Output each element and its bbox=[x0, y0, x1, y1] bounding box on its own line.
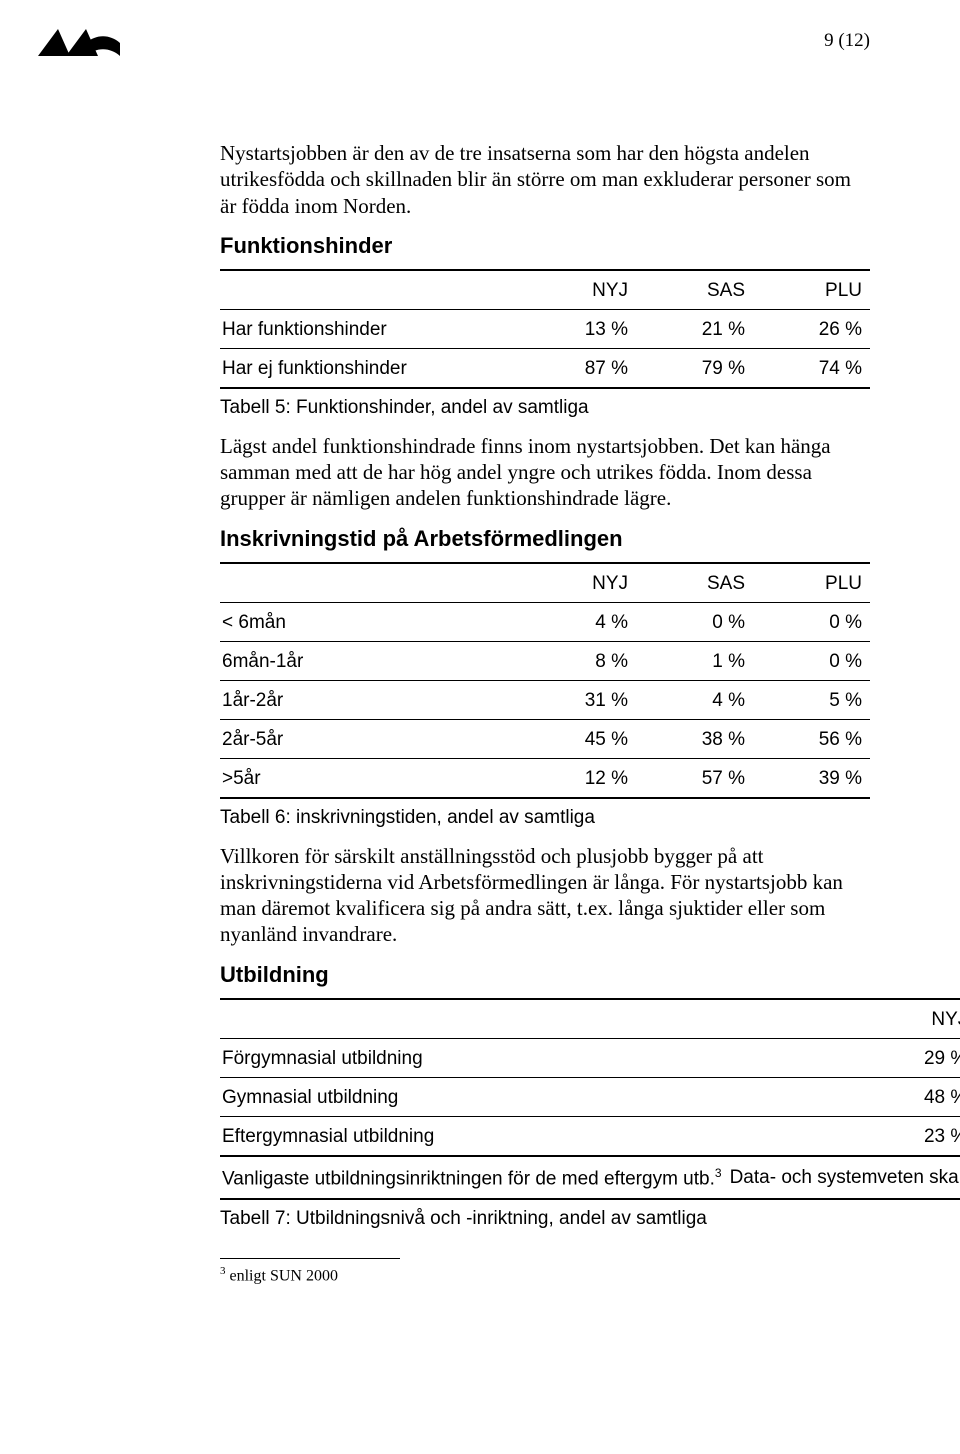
table-row: Eftergymnasial utbildning 23 % 19 % 21 % bbox=[220, 1116, 960, 1156]
footnote: 3 enligt SUN 2000 bbox=[220, 1265, 870, 1285]
cell: 8 % bbox=[519, 641, 636, 680]
table-row: < 6mån 4 % 0 % 0 % bbox=[220, 602, 870, 641]
cell: 74 % bbox=[753, 348, 870, 388]
cell: 45 % bbox=[519, 719, 636, 758]
cell: 23 % bbox=[728, 1116, 960, 1156]
table-row: Vanligaste utbildningsinriktningen för d… bbox=[220, 1156, 960, 1199]
table-row: 1år-2år 31 % 4 % 5 % bbox=[220, 680, 870, 719]
col-header: PLU bbox=[753, 563, 870, 603]
cell: 4 % bbox=[636, 680, 753, 719]
row-label: 2år-5år bbox=[220, 719, 519, 758]
table-header-row: NYJ SAS PLU bbox=[220, 563, 870, 603]
footnote-rule bbox=[220, 1258, 400, 1259]
cell: 48 % bbox=[728, 1077, 960, 1116]
section-title-utbildning: Utbildning bbox=[220, 962, 870, 988]
cell: 21 % bbox=[636, 309, 753, 348]
cell: 1 % bbox=[636, 641, 753, 680]
row-label: 1år-2år bbox=[220, 680, 519, 719]
table-row: 2år-5år 45 % 38 % 56 % bbox=[220, 719, 870, 758]
row-label: Gymnasial utbildning bbox=[220, 1077, 728, 1116]
table-caption: Tabell 5: Funktionshinder, andel av samt… bbox=[220, 397, 870, 419]
section-title-inskrivning: Inskrivningstid på Arbetsförmedlingen bbox=[220, 526, 870, 552]
inskrivning-paragraph: Villkoren för särskilt anställningsstöd … bbox=[220, 843, 870, 948]
row-label: Har funktionshinder bbox=[220, 309, 519, 348]
table-inskrivning: NYJ SAS PLU < 6mån 4 % 0 % 0 % 6mån-1år … bbox=[220, 562, 870, 799]
table-row: Har funktionshinder 13 % 21 % 26 % bbox=[220, 309, 870, 348]
table-header-row: NYJ SAS PLU bbox=[220, 270, 870, 310]
row-label: Vanligaste utbildningsinriktningen för d… bbox=[220, 1156, 728, 1199]
footnote-mark: 3 bbox=[715, 1166, 722, 1180]
col-header: SAS bbox=[636, 270, 753, 310]
cell: 26 % bbox=[753, 309, 870, 348]
cell: 31 % bbox=[519, 680, 636, 719]
col-header: SAS bbox=[636, 563, 753, 603]
cell: 57 % bbox=[636, 758, 753, 798]
row-label: Eftergymnasial utbildning bbox=[220, 1116, 728, 1156]
page: 9 (12) Nystartsjobben är den av de tre i… bbox=[0, 0, 960, 1454]
table-row: >5år 12 % 57 % 39 % bbox=[220, 758, 870, 798]
cell: 0 % bbox=[636, 602, 753, 641]
col-header: NYJ bbox=[728, 999, 960, 1039]
row-label: 6mån-1år bbox=[220, 641, 519, 680]
cell: 79 % bbox=[636, 348, 753, 388]
table-row: Har ej funktionshinder 87 % 79 % 74 % bbox=[220, 348, 870, 388]
cell: 56 % bbox=[753, 719, 870, 758]
intro-paragraph: Nystartsjobben är den av de tre insatser… bbox=[220, 140, 870, 219]
cell: 0 % bbox=[753, 641, 870, 680]
logo-icon bbox=[36, 26, 122, 63]
section-title-funktionshinder: Funktionshinder bbox=[220, 233, 870, 259]
row-label: < 6mån bbox=[220, 602, 519, 641]
row-label-text: Vanligaste utbildningsinriktningen för d… bbox=[222, 1168, 715, 1189]
content-area: Nystartsjobben är den av de tre insatser… bbox=[220, 30, 870, 1285]
cell: 0 % bbox=[753, 602, 870, 641]
cell: 38 % bbox=[636, 719, 753, 758]
cell: 39 % bbox=[753, 758, 870, 798]
table-row: Förgymnasial utbildning 29 % 40 % 31 % bbox=[220, 1038, 960, 1077]
cell: 13 % bbox=[519, 309, 636, 348]
col-header: PLU bbox=[753, 270, 870, 310]
row-label: Förgymnasial utbildning bbox=[220, 1038, 728, 1077]
row-label: Har ej funktionshinder bbox=[220, 348, 519, 388]
table-funktionshinder: NYJ SAS PLU Har funktionshinder 13 % 21 … bbox=[220, 269, 870, 389]
col-header: NYJ bbox=[519, 563, 636, 603]
table-header-row: NYJ SAS PLU bbox=[220, 999, 960, 1039]
row-label: >5år bbox=[220, 758, 519, 798]
cell: 29 % bbox=[728, 1038, 960, 1077]
cell: Data- och systemveten skap bbox=[728, 1156, 960, 1199]
cell: 12 % bbox=[519, 758, 636, 798]
table-utbildning: NYJ SAS PLU Förgymnasial utbildning 29 %… bbox=[220, 998, 960, 1200]
cell: 87 % bbox=[519, 348, 636, 388]
table-caption: Tabell 7: Utbildningsnivå och -inriktnin… bbox=[220, 1208, 870, 1230]
col-header: NYJ bbox=[519, 270, 636, 310]
footnote-text: enligt SUN 2000 bbox=[226, 1267, 338, 1284]
funktionshinder-paragraph: Lägst andel funktionshindrade finns inom… bbox=[220, 433, 870, 512]
cell: 4 % bbox=[519, 602, 636, 641]
page-number: 9 (12) bbox=[824, 30, 870, 52]
cell: 5 % bbox=[753, 680, 870, 719]
table-row: Gymnasial utbildning 48 % 41 % 48 % bbox=[220, 1077, 960, 1116]
table-row: 6mån-1år 8 % 1 % 0 % bbox=[220, 641, 870, 680]
table-caption: Tabell 6: inskrivningstiden, andel av sa… bbox=[220, 807, 870, 829]
